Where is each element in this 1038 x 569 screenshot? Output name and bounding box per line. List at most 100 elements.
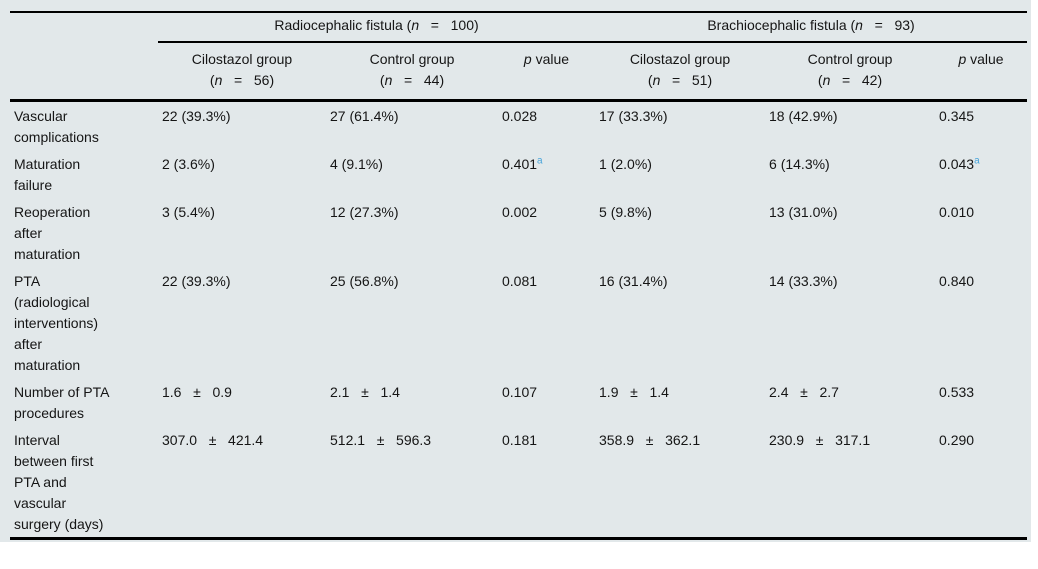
cell-text: 0.002	[502, 204, 538, 220]
col-header-n: (n = 51)	[647, 72, 713, 88]
cell-text: 16 (31.4%)	[599, 273, 668, 289]
table-panel: Radiocephalic fistula (n = 100) Brachioc…	[0, 0, 1031, 542]
cell-text: 1 (2.0%)	[599, 156, 652, 172]
row-label: Vascular complications	[14, 108, 99, 145]
cell-text: 230.9 ± 317.1	[769, 432, 871, 448]
table-row: Reoperation after maturation 3 (5.4%) 12 (…	[10, 198, 1027, 267]
cell-text: 22 (39.3%)	[162, 273, 231, 289]
table-row: Number of PTA procedures 1.6 ± 0.9 2.1 ± 1…	[10, 378, 1027, 426]
cell-text: 307.0 ± 421.4	[162, 432, 264, 448]
cell-text: 0.028	[502, 108, 538, 124]
row-label: Number of PTA procedures	[14, 384, 109, 421]
value-cell: 3 (5.4%)	[158, 198, 326, 267]
cell-text: 12 (27.3%)	[330, 204, 399, 220]
value-cell: 1 (2.0%)	[595, 150, 765, 198]
cell-text: 512.1 ± 596.3	[330, 432, 432, 448]
col-header-title: Control group	[807, 51, 893, 67]
group-header-radiocephalic: Radiocephalic fistula (n = 100)	[158, 12, 596, 43]
value-cell: 358.9 ± 362.1	[595, 426, 765, 539]
p-value-cell: 0.002	[498, 198, 595, 267]
col-header-n: (n = 44)	[379, 72, 445, 88]
p-value-cell: 0.345	[935, 101, 1027, 151]
value-cell: 5 (9.8%)	[595, 198, 765, 267]
p-value-cell: 0.043a	[935, 150, 1027, 198]
p-value-cell: 0.181	[498, 426, 595, 539]
cell-text: 1.6 ± 0.9	[162, 384, 232, 400]
value-cell: 25 (56.8%)	[326, 267, 498, 378]
cell-text: 0.345	[939, 108, 975, 124]
col-header-pvalue-rc: p value	[498, 42, 596, 102]
group-header-row: Radiocephalic fistula (n = 100) Brachioc…	[10, 12, 1028, 43]
cell-text: 6 (14.3%)	[769, 156, 830, 172]
cell-text: 2.4 ± 2.7	[769, 384, 839, 400]
group-header-brachiocephalic: Brachiocephalic fistula (n = 93)	[595, 12, 1028, 43]
cell-text: 0.107	[502, 384, 538, 400]
value-cell: 18 (42.9%)	[765, 101, 935, 151]
value-cell: 27 (61.4%)	[326, 101, 498, 151]
col-header-control-rc: Control group (n = 44)	[326, 42, 498, 102]
cell-text: 17 (33.3%)	[599, 108, 668, 124]
value-cell: 4 (9.1%)	[326, 150, 498, 198]
cell-text: 3 (5.4%)	[162, 204, 215, 220]
p-value-cell: 0.081	[498, 267, 595, 378]
col-header-title: Cilostazol group	[629, 51, 731, 67]
cell-text: 18 (42.9%)	[769, 108, 838, 124]
row-label: Maturation failure	[14, 156, 81, 193]
results-table: Radiocephalic fistula (n = 100) Brachioc…	[10, 11, 1028, 540]
value-cell: 512.1 ± 596.3	[326, 426, 498, 539]
p-value-cell: 0.028	[498, 101, 595, 151]
value-cell: 17 (33.3%)	[595, 101, 765, 151]
cell-text: 1.9 ± 1.4	[599, 384, 669, 400]
value-cell: 1.9 ± 1.4	[595, 378, 765, 426]
corner-cell	[10, 12, 158, 42]
cell-text: 358.9 ± 362.1	[599, 432, 701, 448]
table-row: Interval between first PTA and vascular …	[10, 426, 1027, 539]
value-cell: 307.0 ± 421.4	[158, 426, 326, 539]
col-header-n: (n = 56)	[209, 72, 275, 88]
value-cell: 2.4 ± 2.7	[765, 378, 935, 426]
cell-text: 0.533	[939, 384, 975, 400]
cell-text: 13 (31.0%)	[769, 204, 838, 220]
value-cell: 230.9 ± 317.1	[765, 426, 935, 539]
cell-text: 22 (39.3%)	[162, 108, 231, 124]
col-header-pvalue-bc: p value	[935, 42, 1028, 102]
col-header-control-bc: Control group (n = 42)	[765, 42, 936, 102]
col-header-title: p value	[958, 51, 1004, 67]
table-row: Maturation failure 2 (3.6%) 4 (9.1%) 0.401a…	[10, 150, 1027, 198]
value-cell: 2.1 ± 1.4	[326, 378, 498, 426]
col-header-n: (n = 42)	[817, 72, 883, 88]
cell-text: 2 (3.6%)	[162, 156, 215, 172]
cell-text: 0.840	[939, 273, 975, 289]
row-label: Interval between first PTA and vascular …	[14, 432, 104, 532]
value-cell: 14 (33.3%)	[765, 267, 935, 378]
row-label: Reoperation after maturation	[14, 204, 91, 262]
value-cell: 22 (39.3%)	[158, 101, 326, 151]
table-row: PTA (radiological interventions) after m…	[10, 267, 1027, 378]
table-row: Vascular complications 22 (39.3%) 27 (61.4…	[10, 101, 1027, 151]
col-header-title: Control group	[369, 51, 455, 67]
cell-text: 0.043	[939, 156, 975, 172]
cell-text: 27 (61.4%)	[330, 108, 399, 124]
cell-text: 0.401	[502, 156, 538, 172]
value-cell: 1.6 ± 0.9	[158, 378, 326, 426]
table-body: Vascular complications 22 (39.3%) 27 (61.4…	[10, 101, 1027, 539]
cell-text: 0.081	[502, 273, 538, 289]
cell-text: 2.1 ± 1.4	[330, 384, 400, 400]
col-header-title: Cilostazol group	[191, 51, 293, 67]
value-cell: 22 (39.3%)	[158, 267, 326, 378]
cell-text: 0.010	[939, 204, 975, 220]
cell-text: 4 (9.1%)	[330, 156, 383, 172]
footnote-marker: a	[974, 155, 980, 167]
p-value-cell: 0.010	[935, 198, 1027, 267]
p-value-cell: 0.290	[935, 426, 1027, 539]
value-cell: 16 (31.4%)	[595, 267, 765, 378]
p-value-cell: 0.401a	[498, 150, 595, 198]
value-cell: 6 (14.3%)	[765, 150, 935, 198]
cell-text: 25 (56.8%)	[330, 273, 399, 289]
corner-cell	[10, 42, 158, 102]
value-cell: 2 (3.6%)	[158, 150, 326, 198]
row-label: PTA (radiological interventions) after m…	[14, 273, 99, 373]
value-cell: 12 (27.3%)	[326, 198, 498, 267]
p-value-cell: 0.107	[498, 378, 595, 426]
cell-text: 5 (9.8%)	[599, 204, 652, 220]
